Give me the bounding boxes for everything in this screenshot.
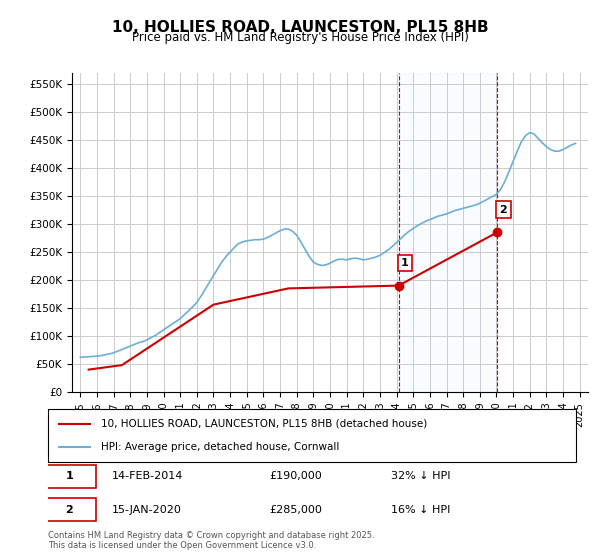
Text: 2: 2 — [65, 505, 73, 515]
Text: 2: 2 — [500, 205, 508, 215]
Text: 1: 1 — [401, 258, 409, 268]
Text: £190,000: £190,000 — [270, 471, 323, 481]
Text: 10, HOLLIES ROAD, LAUNCESTON, PL15 8HB (detached house): 10, HOLLIES ROAD, LAUNCESTON, PL15 8HB (… — [101, 419, 427, 429]
FancyBboxPatch shape — [43, 498, 95, 521]
Text: 15-JAN-2020: 15-JAN-2020 — [112, 505, 181, 515]
Text: HPI: Average price, detached house, Cornwall: HPI: Average price, detached house, Corn… — [101, 442, 339, 452]
Text: £285,000: £285,000 — [270, 505, 323, 515]
Text: Price paid vs. HM Land Registry's House Price Index (HPI): Price paid vs. HM Land Registry's House … — [131, 31, 469, 44]
FancyBboxPatch shape — [48, 409, 576, 462]
Text: 16% ↓ HPI: 16% ↓ HPI — [391, 505, 451, 515]
Text: Contains HM Land Registry data © Crown copyright and database right 2025.
This d: Contains HM Land Registry data © Crown c… — [48, 530, 374, 550]
Bar — [398, 73, 497, 392]
Text: 32% ↓ HPI: 32% ↓ HPI — [391, 471, 451, 481]
FancyBboxPatch shape — [43, 465, 95, 488]
Text: 14-FEB-2014: 14-FEB-2014 — [112, 471, 183, 481]
Text: 1: 1 — [65, 471, 73, 481]
Text: 10, HOLLIES ROAD, LAUNCESTON, PL15 8HB: 10, HOLLIES ROAD, LAUNCESTON, PL15 8HB — [112, 20, 488, 35]
